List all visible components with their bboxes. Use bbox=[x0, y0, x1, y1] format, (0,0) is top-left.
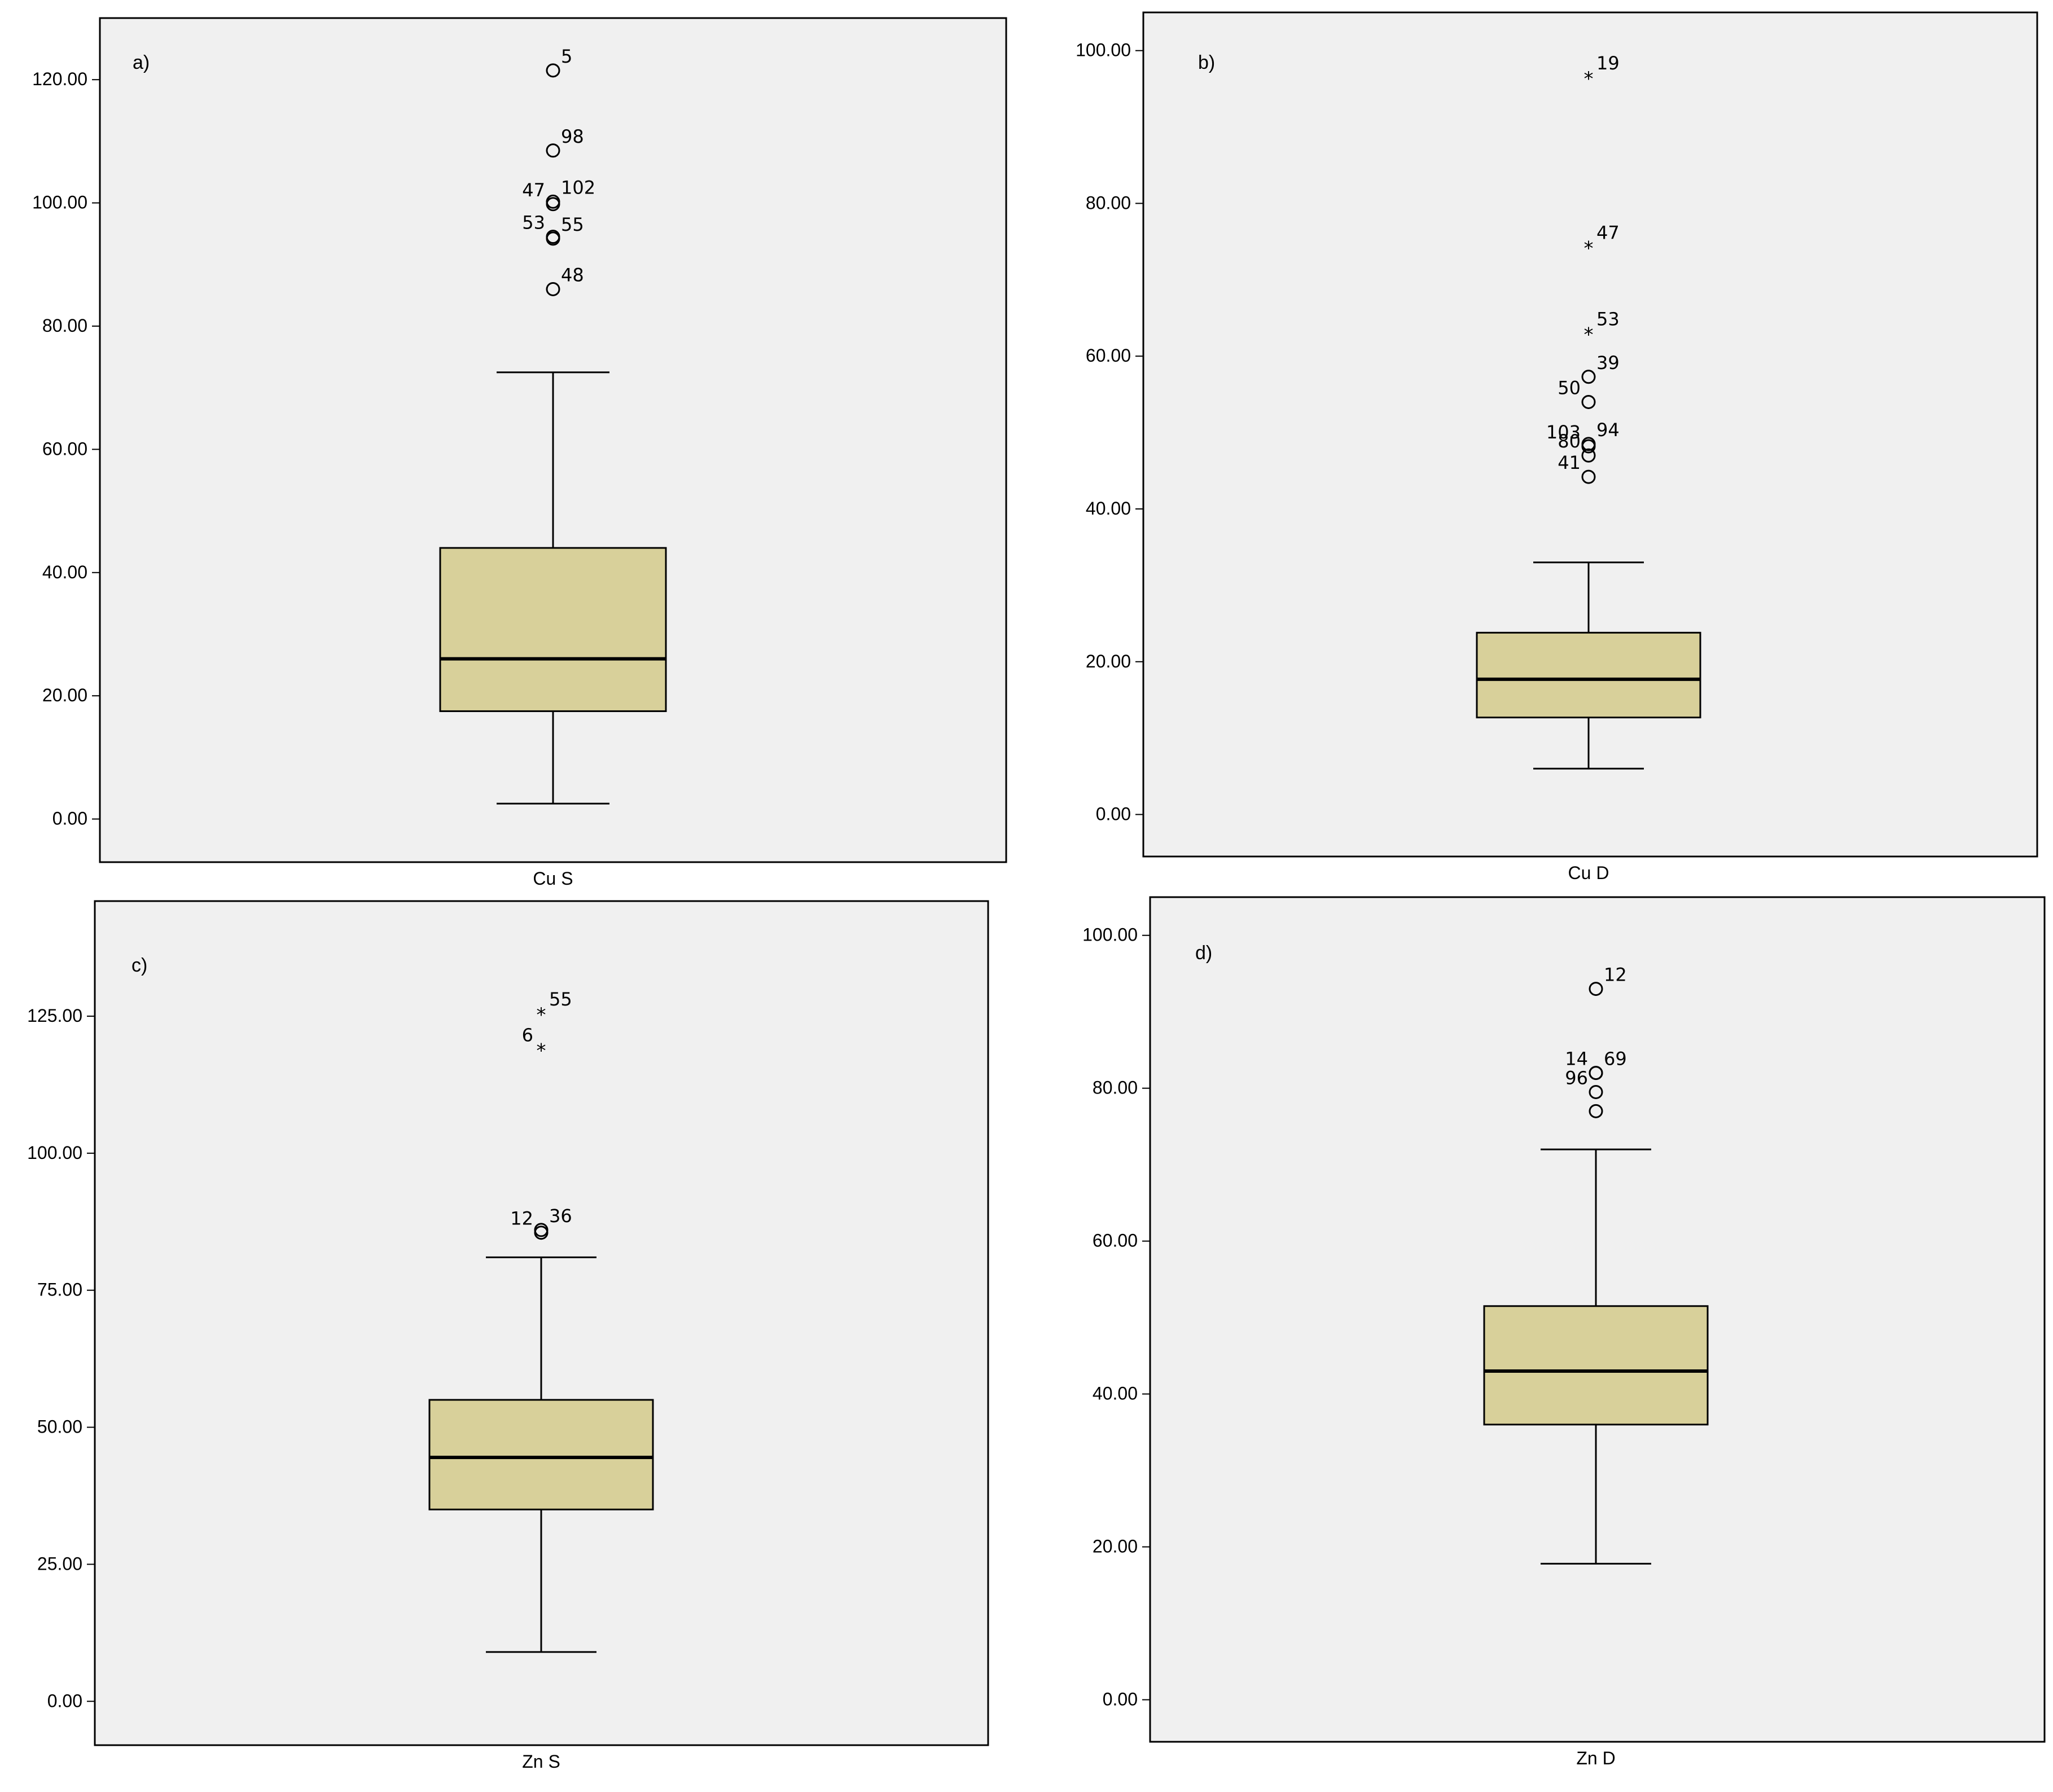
y-tick-label: 60.00 bbox=[1093, 1231, 1138, 1251]
outlier-label: 102 bbox=[561, 177, 595, 198]
y-tick-label: 20.00 bbox=[1093, 1536, 1138, 1557]
outlier-label: 55 bbox=[561, 214, 584, 235]
outlier-circle bbox=[546, 282, 560, 296]
y-tick-label: 80.00 bbox=[42, 315, 87, 336]
panel-label: c) bbox=[131, 955, 147, 976]
outlier-label: 103 bbox=[1546, 421, 1581, 443]
x-axis-label: Zn S bbox=[522, 1751, 560, 1772]
outlier-circle bbox=[1581, 394, 1596, 409]
outlier-circle bbox=[546, 143, 560, 158]
outlier-label: 96 bbox=[1565, 1067, 1588, 1088]
outlier-label: 98 bbox=[561, 126, 584, 147]
y-tick-label: 80.00 bbox=[1086, 192, 1131, 213]
y-tick-label: 60.00 bbox=[42, 438, 87, 459]
iqr-box bbox=[1483, 1305, 1709, 1426]
y-tick-label: 125.00 bbox=[27, 1005, 82, 1026]
y-tick-label: 40.00 bbox=[1086, 498, 1131, 519]
outlier-circle bbox=[1589, 982, 1603, 996]
y-tick-label: 50.00 bbox=[37, 1417, 82, 1437]
iqr-box bbox=[439, 547, 667, 712]
y-tick-label: 60.00 bbox=[1086, 345, 1131, 366]
x-axis-label: Zn D bbox=[1576, 1748, 1615, 1768]
outlier-label: 36 bbox=[549, 1205, 572, 1227]
outlier-label: 14 bbox=[1565, 1048, 1588, 1070]
outlier-label: 47 bbox=[1596, 222, 1620, 244]
y-tick-label: 40.00 bbox=[42, 562, 87, 582]
y-tick-label: 0.00 bbox=[47, 1690, 82, 1711]
outlier-circle bbox=[546, 63, 560, 78]
outlier-star: * bbox=[537, 1004, 546, 1026]
outlier-star: * bbox=[537, 1039, 546, 1062]
y-tick-label: 100.00 bbox=[27, 1143, 82, 1163]
outlier-circle bbox=[1581, 439, 1596, 454]
outlier-circle bbox=[1589, 1066, 1603, 1081]
outlier-circle bbox=[1589, 1084, 1603, 1099]
iqr-box bbox=[1476, 631, 1701, 719]
outlier-circle bbox=[1581, 370, 1596, 384]
y-tick-label: 80.00 bbox=[1093, 1078, 1138, 1098]
outlier-label: 50 bbox=[1558, 377, 1581, 398]
outlier-label: 53 bbox=[1596, 309, 1620, 330]
outlier-label: 80 bbox=[1558, 431, 1581, 452]
x-axis-label: Cu D bbox=[1568, 863, 1609, 883]
outlier-label: 94 bbox=[1596, 419, 1620, 441]
y-tick-label: 0.00 bbox=[1103, 1689, 1138, 1709]
panel-label: a) bbox=[133, 52, 150, 73]
y-tick-label: 100.00 bbox=[1076, 40, 1131, 60]
outlier-circle bbox=[1589, 1104, 1603, 1118]
y-tick-label: 25.00 bbox=[37, 1553, 82, 1574]
outlier-star: * bbox=[1584, 68, 1594, 90]
y-tick-label: 20.00 bbox=[1086, 651, 1131, 671]
y-tick-label: 100.00 bbox=[32, 192, 87, 213]
panel-label: b) bbox=[1198, 52, 1215, 73]
x-axis-label: Cu S bbox=[533, 868, 573, 889]
outlier-star: * bbox=[1584, 324, 1594, 346]
outlier-label: 12 bbox=[510, 1208, 533, 1229]
y-tick-label: 20.00 bbox=[42, 685, 87, 705]
plot-frame-2 bbox=[1142, 11, 2038, 858]
outlier-circle bbox=[1581, 448, 1596, 463]
y-tick-label: 0.00 bbox=[52, 809, 87, 829]
outlier-circle bbox=[1581, 469, 1596, 484]
outlier-label: 19 bbox=[1596, 52, 1620, 74]
y-tick-label: 40.00 bbox=[1093, 1383, 1138, 1404]
outlier-label: 6 bbox=[522, 1024, 533, 1046]
outlier-star: * bbox=[1584, 238, 1594, 260]
outlier-label: 48 bbox=[561, 264, 584, 286]
outlier-label: 41 bbox=[1558, 452, 1581, 473]
outlier-label: 69 bbox=[1604, 1048, 1627, 1070]
y-tick-label: 75.00 bbox=[37, 1280, 82, 1300]
outlier-label: 5 bbox=[561, 46, 572, 67]
outlier-circle bbox=[546, 197, 560, 212]
outlier-label: 12 bbox=[1604, 964, 1627, 986]
y-tick-label: 0.00 bbox=[1096, 804, 1131, 824]
outlier-label: 39 bbox=[1596, 352, 1620, 374]
panel-label: d) bbox=[1195, 942, 1212, 964]
outlier-label: 47 bbox=[522, 179, 545, 201]
outlier-circle bbox=[534, 1226, 549, 1240]
y-tick-label: 120.00 bbox=[32, 69, 87, 89]
iqr-box bbox=[428, 1399, 654, 1510]
outlier-label: 53 bbox=[522, 212, 545, 234]
outlier-label: 55 bbox=[549, 989, 572, 1010]
outlier-circle bbox=[546, 231, 560, 246]
y-tick-label: 100.00 bbox=[1082, 925, 1138, 945]
